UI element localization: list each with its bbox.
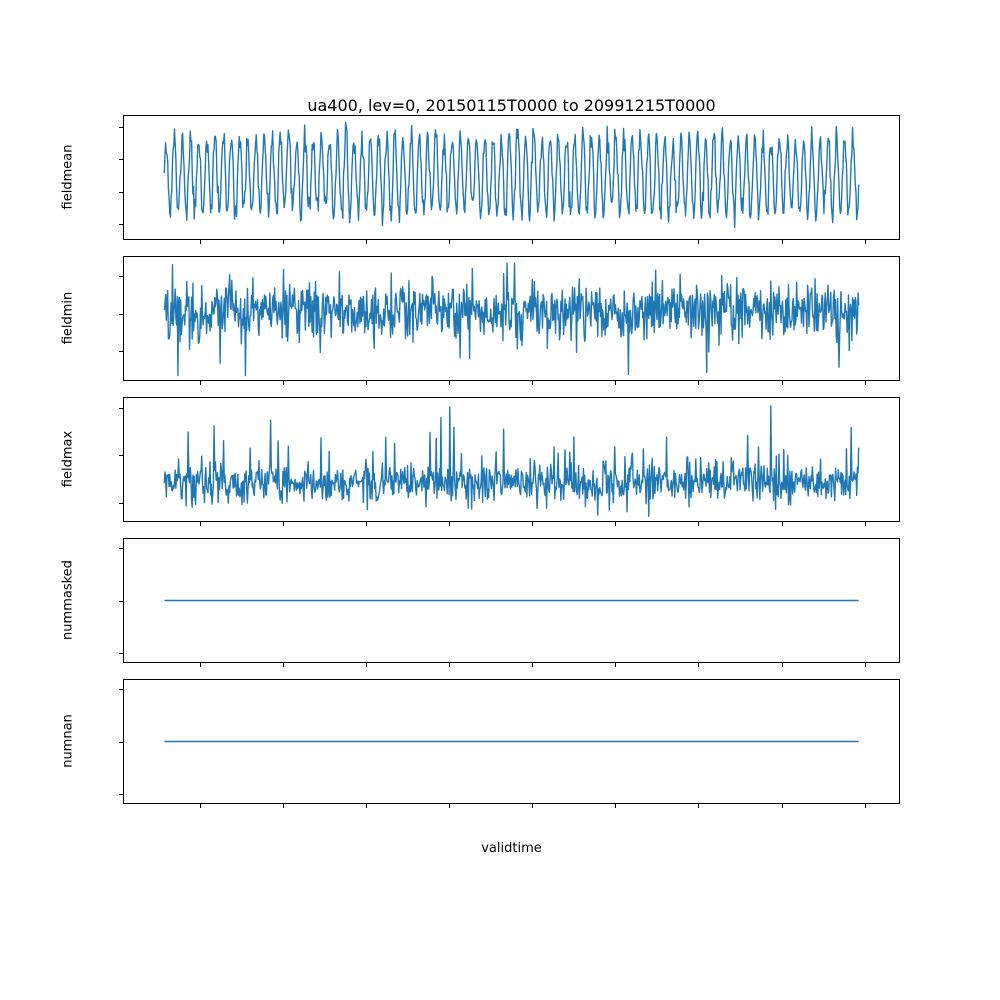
y-axis-label: fieldmin <box>60 291 76 345</box>
x-tick-mark <box>366 804 368 808</box>
x-tick-mark <box>864 381 866 385</box>
x-tick-mark <box>781 804 783 808</box>
x-tick-mark <box>532 381 534 385</box>
y-tick-mark <box>119 407 123 409</box>
x-tick-mark <box>199 804 201 808</box>
x-tick-mark <box>698 663 700 667</box>
chart-title: ua400, lev=0, 20150115T0000 to 20991215T… <box>307 96 716 115</box>
x-tick-mark <box>864 240 866 244</box>
x-tick-mark <box>449 381 451 385</box>
y-axis-label: nummasked <box>60 560 76 640</box>
y-tick-mark <box>119 502 123 504</box>
y-tick-mark <box>119 313 123 315</box>
x-tick-mark <box>698 240 700 244</box>
y-tick-mark <box>119 351 123 353</box>
x-tick-mark <box>781 663 783 667</box>
x-tick-mark <box>698 381 700 385</box>
y-tick-mark <box>119 126 123 128</box>
x-tick-mark <box>366 522 368 526</box>
plot-area <box>123 397 900 522</box>
y-axis-label: numnan <box>60 714 76 768</box>
y-tick-mark <box>119 275 123 277</box>
x-tick-mark <box>199 663 201 667</box>
x-tick-mark <box>282 381 284 385</box>
x-tick-mark <box>615 804 617 808</box>
x-tick-mark <box>282 522 284 526</box>
plot-area <box>123 256 900 381</box>
x-tick-mark <box>366 381 368 385</box>
x-tick-mark <box>781 522 783 526</box>
x-tick-mark <box>615 663 617 667</box>
y-tick-mark <box>119 600 123 602</box>
x-tick-mark <box>864 804 866 808</box>
y-tick-mark <box>119 689 123 691</box>
x-tick-mark <box>449 522 451 526</box>
x-tick-mark <box>615 381 617 385</box>
plot-area <box>123 538 900 663</box>
x-tick-mark <box>282 240 284 244</box>
x-tick-mark <box>366 663 368 667</box>
x-tick-mark <box>615 522 617 526</box>
plot-area <box>123 679 900 804</box>
y-tick-mark <box>119 741 123 743</box>
x-tick-mark <box>449 804 451 808</box>
y-tick-mark <box>119 793 123 795</box>
x-tick-mark <box>199 381 201 385</box>
x-tick-mark <box>282 804 284 808</box>
y-axis-label: fieldmean <box>60 144 76 210</box>
y-tick-mark <box>119 548 123 550</box>
y-tick-mark <box>119 224 123 226</box>
x-tick-mark <box>698 804 700 808</box>
x-tick-mark <box>532 804 534 808</box>
x-tick-mark <box>532 663 534 667</box>
y-axis-label: fieldmax <box>60 430 76 488</box>
x-tick-mark <box>781 240 783 244</box>
x-tick-mark <box>698 522 700 526</box>
y-tick-mark <box>119 652 123 654</box>
x-tick-mark <box>449 240 451 244</box>
x-tick-mark <box>781 381 783 385</box>
x-axis-label: validtime <box>481 841 542 856</box>
y-tick-mark <box>119 455 123 457</box>
x-tick-mark <box>864 522 866 526</box>
x-tick-mark <box>532 240 534 244</box>
line-series <box>163 121 860 229</box>
line-series <box>164 599 859 602</box>
x-tick-mark <box>199 522 201 526</box>
x-tick-mark <box>366 240 368 244</box>
x-tick-mark <box>615 240 617 244</box>
x-tick-mark <box>199 240 201 244</box>
line-series <box>164 740 859 743</box>
line-series <box>163 262 860 377</box>
y-tick-mark <box>119 159 123 161</box>
x-tick-mark <box>282 663 284 667</box>
plot-area <box>123 115 900 240</box>
x-tick-mark <box>449 663 451 667</box>
line-series <box>163 405 860 517</box>
y-tick-mark <box>119 191 123 193</box>
x-tick-mark <box>864 663 866 667</box>
x-tick-mark <box>532 522 534 526</box>
